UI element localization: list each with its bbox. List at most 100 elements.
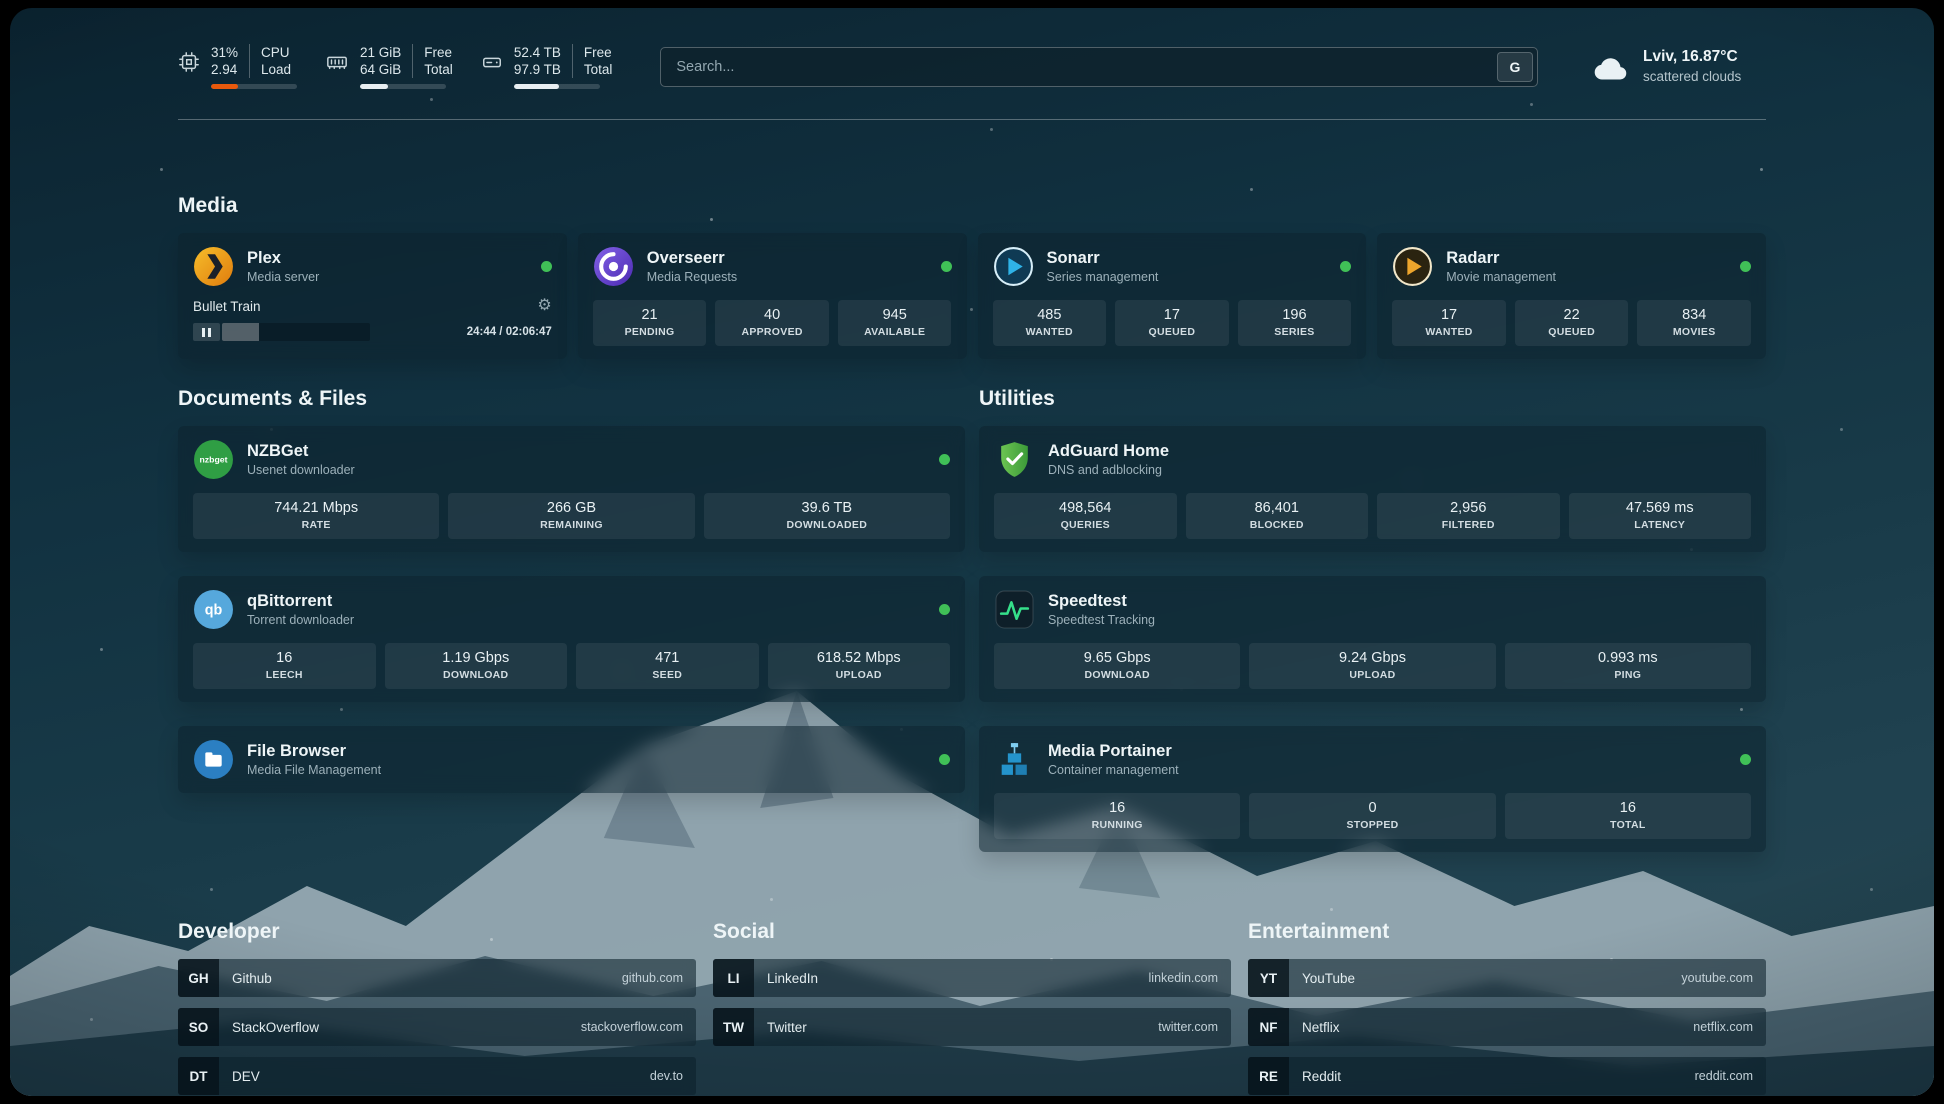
section-media: Media Plex Media ser xyxy=(178,194,1766,359)
cpu-progress-bar xyxy=(211,84,297,89)
search-engine-button[interactable]: G xyxy=(1497,51,1533,82)
social-heading: Social xyxy=(713,920,775,943)
linkedin-icon: LI xyxy=(713,959,754,997)
app-card-qbittorrent[interactable]: qb qBittorrent Torrent downloader 16 xyxy=(178,576,965,702)
dashboard-window: 31% 2.94 CPU Load xyxy=(10,8,1934,1096)
radarr-icon xyxy=(1392,246,1433,287)
portainer-icon xyxy=(994,739,1035,780)
app-card-overseerr[interactable]: Overseerr Media Requests 21 PENDING 40 A… xyxy=(577,233,967,359)
snow-particles xyxy=(10,8,13,11)
speedtest-icon xyxy=(994,589,1035,630)
youtube-icon: YT xyxy=(1248,959,1289,997)
app-subtitle: Series management xyxy=(1046,270,1159,285)
disk-total-label: Total xyxy=(583,62,613,77)
stat-box: 1.19 Gbps DOWNLOAD xyxy=(384,643,567,689)
app-subtitle: Speedtest Tracking xyxy=(1048,613,1156,628)
memory-free-label: Free xyxy=(424,45,453,60)
bookmark-linkedin[interactable]: LI LinkedIn linkedin.com xyxy=(713,959,1231,997)
app-card-plex[interactable]: Plex Media server Bullet Train ⚙ 24:44 /… xyxy=(178,233,567,359)
reddit-icon: RE xyxy=(1248,1057,1289,1095)
disk-free-label: Free xyxy=(583,45,612,60)
top-bar: 31% 2.94 CPU Load xyxy=(178,44,1766,89)
bookmark-github[interactable]: GH Github github.com xyxy=(178,959,696,997)
stat-box: 2,956 FILTERED xyxy=(1377,493,1560,539)
settings-gear-icon[interactable]: ⚙ xyxy=(537,297,552,314)
app-card-speedtest[interactable]: Speedtest Speedtest Tracking 9.65 Gbps D… xyxy=(979,576,1766,702)
developer-heading: Developer xyxy=(178,920,280,943)
app-card-nzbget[interactable]: nzbget NZBGet Usenet downloader 744.21 M… xyxy=(178,426,965,552)
weather-location: Lviv, 16.87°C xyxy=(1643,48,1738,66)
system-stats: 31% 2.94 CPU Load xyxy=(178,44,612,89)
stat-box: 471 SEED xyxy=(576,643,759,689)
netflix-icon: NF xyxy=(1248,1008,1289,1046)
stat-box: 945 AVAILABLE xyxy=(837,300,952,346)
stat-box: 47.569 ms LATENCY xyxy=(1568,493,1751,539)
weather-condition: scattered clouds xyxy=(1643,68,1742,84)
stat-box: 21 PENDING xyxy=(592,300,707,346)
svg-text:nzbget: nzbget xyxy=(199,455,227,465)
status-dot xyxy=(940,261,952,272)
stat-box: 498,564 QUERIES xyxy=(994,493,1177,539)
app-card-adguard[interactable]: AdGuard Home DNS and adblocking 498,564 … xyxy=(979,426,1766,552)
stackoverflow-icon: SO xyxy=(178,1008,219,1046)
pause-button[interactable] xyxy=(193,323,220,341)
entertainment-heading: Entertainment xyxy=(1248,920,1390,943)
app-card-radarr[interactable]: Radarr Movie management 17 WANTED 22 QUE… xyxy=(1377,233,1766,359)
topbar-divider xyxy=(178,119,1766,120)
twitter-icon: TW xyxy=(713,1008,754,1046)
app-name: File Browser xyxy=(247,741,347,760)
overseerr-icon xyxy=(593,246,634,287)
app-subtitle: Container management xyxy=(1048,763,1179,778)
status-dot xyxy=(1740,754,1751,765)
status-dot xyxy=(1740,261,1751,272)
stat-box: 266 GB REMAINING xyxy=(448,493,695,539)
bookmark-dev-to[interactable]: DT DEV dev.to xyxy=(178,1057,696,1095)
section-documents: Documents & Files nzbget NZBGet Use xyxy=(178,387,965,852)
app-name: Plex xyxy=(247,248,281,267)
app-name: NZBGet xyxy=(247,441,309,460)
hdd-icon xyxy=(481,51,503,73)
bookmark-youtube[interactable]: YT YouTube youtube.com xyxy=(1248,959,1766,997)
cpu-label: CPU xyxy=(261,45,290,60)
stat-box: 834 MOVIES xyxy=(1637,300,1751,346)
stat-box: 618.52 Mbps UPLOAD xyxy=(767,643,950,689)
bookmark-netflix[interactable]: NF Netflix netflix.com xyxy=(1248,1008,1766,1046)
stat-box: 40 APPROVED xyxy=(715,300,829,346)
status-dot xyxy=(939,754,950,765)
app-name: AdGuard Home xyxy=(1048,441,1170,460)
search-input[interactable] xyxy=(660,46,1538,87)
dev-to-icon: DT xyxy=(178,1057,219,1095)
app-card-portainer[interactable]: Media Portainer Container management 16 … xyxy=(979,726,1766,852)
app-name: Media Portainer xyxy=(1048,741,1172,760)
stat-box: 86,401 BLOCKED xyxy=(1185,493,1368,539)
status-dot xyxy=(939,454,950,465)
app-subtitle: Media File Management xyxy=(247,763,382,778)
cpu-usage-widget: 31% 2.94 CPU Load xyxy=(178,44,297,89)
disk-free-value: 52.4 TB xyxy=(513,45,561,60)
app-card-sonarr[interactable]: Sonarr Series management 485 WANTED 17 Q… xyxy=(977,233,1367,359)
disk-usage-widget: 52.4 TB 97.9 TB Free Total xyxy=(481,44,613,89)
app-card-filebrowser[interactable]: File Browser Media File Management xyxy=(178,726,965,793)
search-bar: G xyxy=(660,46,1538,87)
nzbget-icon: nzbget xyxy=(193,439,234,480)
cpu-usage-percent: 31% xyxy=(211,45,239,60)
adguard-icon xyxy=(994,439,1035,480)
section-social: Social LI LinkedIn linkedin.com TW Twitt… xyxy=(713,920,1231,1095)
stat-box: 22 QUEUED xyxy=(1514,300,1629,346)
documents-heading: Documents & Files xyxy=(178,387,368,410)
stat-box: 17 QUEUED xyxy=(1115,300,1229,346)
disk-progress-bar xyxy=(513,84,600,89)
bookmark-twitter[interactable]: TW Twitter twitter.com xyxy=(713,1008,1231,1046)
github-icon: GH xyxy=(178,959,219,997)
app-subtitle: Torrent downloader xyxy=(247,613,355,628)
bookmark-reddit[interactable]: RE Reddit reddit.com xyxy=(1248,1057,1766,1095)
memory-free-value: 21 GiB xyxy=(360,45,402,60)
app-subtitle: Media server xyxy=(247,270,320,285)
status-dot xyxy=(540,261,552,272)
app-name: Sonarr xyxy=(1046,248,1100,267)
playback-progress-bar[interactable] xyxy=(222,323,370,341)
stat-box: 16 RUNNING xyxy=(994,793,1241,839)
app-name: Speedtest xyxy=(1048,591,1127,610)
bookmark-stackoverflow[interactable]: SO StackOverflow stackoverflow.com xyxy=(178,1008,696,1046)
app-subtitle: Media Requests xyxy=(646,270,738,285)
